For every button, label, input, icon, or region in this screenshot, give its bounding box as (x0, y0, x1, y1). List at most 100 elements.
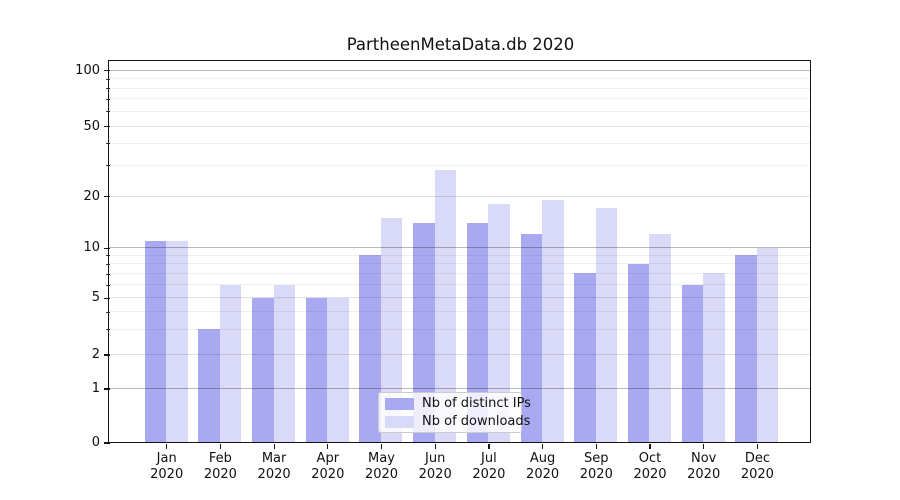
y-tick-mark (103, 247, 110, 249)
bar-distinct-ips (198, 329, 220, 443)
gridline-minor (109, 164, 810, 166)
bar-distinct-ips (574, 273, 596, 443)
gridline-mid (109, 353, 810, 355)
legend-label-downloads: Nb of downloads (422, 414, 531, 429)
x-tick-mark (542, 443, 544, 449)
gridline-minor (109, 87, 810, 89)
y-minor-tick-mark (106, 111, 110, 113)
gridline-minor (109, 98, 810, 100)
gridline-minor (109, 311, 810, 312)
bar-downloads (327, 297, 349, 443)
y-tick-mark (103, 297, 110, 299)
bar-distinct-ips (735, 255, 757, 443)
y-tick-label: 1 (91, 381, 100, 396)
gridline-minor (109, 328, 810, 330)
gridline-major (109, 387, 810, 389)
x-tick-mark (219, 443, 222, 449)
gridline-minor (109, 110, 810, 112)
gridline-minor (109, 78, 810, 80)
x-tick-mark (488, 443, 490, 449)
x-tick-label: May 2020 (364, 451, 399, 482)
y-minor-tick-mark (106, 329, 110, 331)
y-minor-tick-mark (106, 165, 110, 167)
x-tick-mark (649, 443, 651, 449)
x-tick-label: Mar 2020 (257, 451, 291, 482)
y-tick-mark (103, 196, 110, 198)
x-tick-label: Apr 2020 (311, 451, 345, 482)
bar-downloads (273, 284, 295, 443)
y-tick-mark (103, 70, 110, 72)
y-minor-tick-mark (106, 284, 110, 286)
x-tick-mark (434, 443, 436, 449)
y-tick-mark (103, 442, 110, 444)
bar-downloads (649, 234, 671, 443)
y-minor-tick-mark (106, 255, 110, 257)
bar-downloads (166, 240, 188, 443)
x-tick-label: Jun 2020 (418, 451, 452, 482)
y-minor-tick-mark (106, 273, 110, 275)
x-tick-label: Jul 2020 (472, 451, 506, 482)
legend-swatch-distinct-ips (385, 397, 414, 410)
gridline-mid (109, 125, 810, 127)
y-tick-label: 2 (91, 347, 100, 362)
bar-distinct-ips (144, 240, 167, 443)
y-tick-mark (103, 126, 110, 128)
x-tick-mark (595, 443, 597, 449)
bar-distinct-ips (252, 297, 274, 443)
x-tick-mark (756, 443, 759, 449)
bar-distinct-ips (413, 222, 435, 443)
gridline-minor (109, 263, 810, 265)
x-tick-mark (703, 443, 705, 449)
y-tick-mark (103, 354, 110, 356)
gridline-mid (109, 297, 810, 299)
gridline-minor (109, 272, 810, 274)
y-minor-tick-mark (106, 311, 110, 313)
chart-title: PartheenMetaData.db 2020 (346, 35, 575, 54)
bar-downloads (703, 273, 725, 443)
x-tick-label: Aug 2020 (526, 451, 560, 482)
bar-distinct-ips (627, 263, 650, 443)
legend-swatch-downloads (385, 415, 414, 428)
y-minor-tick-mark (106, 263, 110, 265)
legend-item-downloads: Nb of downloads (385, 414, 530, 429)
x-tick-label: Oct 2020 (633, 451, 667, 482)
y-minor-tick-mark (106, 143, 110, 145)
bar-distinct-ips (520, 234, 542, 443)
bar-distinct-ips (305, 297, 328, 443)
bar-downloads (488, 203, 510, 443)
legend-item-distinct-ips: Nb of distinct IPs (385, 396, 531, 411)
gridline-major (109, 69, 810, 71)
x-tick-label: Nov 2020 (687, 451, 721, 482)
bar-distinct-ips (681, 284, 704, 443)
y-tick-label: 20 (83, 188, 100, 204)
gridline-minor (109, 284, 810, 286)
x-tick-mark (273, 443, 275, 449)
x-tick-mark (327, 443, 329, 449)
bar-distinct-ips (359, 255, 381, 443)
bar-downloads (542, 199, 564, 443)
bar-downloads (756, 247, 779, 443)
y-tick-label: 10 (83, 240, 100, 256)
y-minor-tick-mark (106, 78, 110, 80)
y-minor-tick-mark (106, 99, 110, 101)
y-tick-label: 100 (75, 62, 100, 78)
y-tick-label: 5 (91, 290, 100, 306)
bar-downloads (219, 284, 242, 443)
bar-downloads (380, 217, 403, 443)
x-tick-label: Dec 2020 (740, 451, 774, 482)
legend-label-distinct-ips: Nb of distinct IPs (422, 396, 531, 411)
legend: Nb of distinct IPs Nb of downloads (378, 392, 531, 433)
x-tick-label: Feb 2020 (203, 451, 237, 482)
x-tick-label: Sep 2020 (579, 451, 613, 482)
x-tick-label: Jan 2020 (150, 451, 184, 482)
plot-area (108, 60, 811, 443)
gridline-mid (109, 195, 810, 197)
bar-downloads (434, 170, 457, 443)
y-tick-label: 0 (91, 435, 100, 450)
gridline-minor (109, 254, 810, 256)
x-tick-mark (380, 443, 383, 449)
y-tick-mark (103, 388, 110, 390)
x-tick-mark (166, 443, 168, 449)
bar-distinct-ips (466, 222, 489, 443)
